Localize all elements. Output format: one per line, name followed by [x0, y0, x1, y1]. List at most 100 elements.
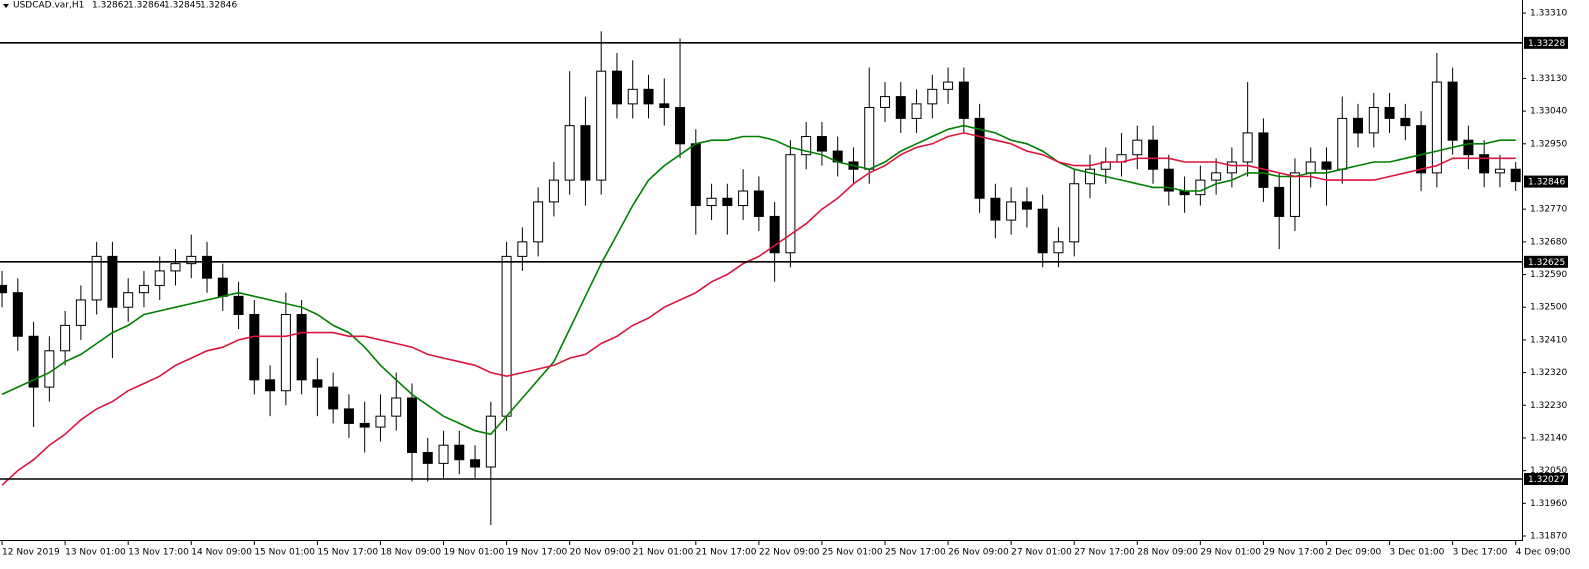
header-arrow [3, 4, 9, 8]
x-tick-label: 28 Nov 09:00 [1137, 548, 1198, 558]
x-tick-label: 19 Nov 17:00 [507, 548, 568, 558]
candle-body [1321, 161, 1332, 170]
candle-body [1510, 168, 1521, 183]
candle-body [753, 190, 764, 217]
header-low: 1.32845 [164, 1, 201, 11]
candle-body [501, 255, 512, 417]
candle-body [1416, 125, 1427, 174]
y-tick-label: 1.32050 [1530, 466, 1567, 476]
x-tick-label: 27 Nov 01:00 [1011, 548, 1072, 558]
candle-body [580, 125, 591, 181]
candle-body [438, 444, 449, 464]
candle-body [769, 215, 780, 254]
candle-body [895, 96, 906, 119]
candle-body [1211, 172, 1222, 181]
x-tick-label: 12 Nov 2019 [2, 548, 60, 558]
candle-body [880, 96, 891, 108]
x-tick-label: 2 Dec 09:00 [1326, 548, 1381, 558]
candle-body [1037, 208, 1048, 254]
candle-body [690, 143, 701, 207]
candle-body [659, 103, 670, 108]
header-close: 1.32846 [200, 1, 237, 11]
plot-area [0, 31, 1522, 526]
x-tick-label: 26 Nov 09:00 [948, 548, 1009, 558]
candle-body [123, 292, 134, 308]
candle-body [1242, 132, 1253, 163]
current-price-box [1524, 175, 1568, 188]
header-high: 1.32864 [128, 1, 165, 11]
candle-body [107, 255, 118, 308]
y-tick-label: 1.32140 [1530, 433, 1567, 443]
candle-body [1479, 154, 1490, 174]
candle-body [785, 154, 796, 254]
level-box [1524, 36, 1568, 49]
candle-body [44, 350, 55, 388]
symbol-title: USDCAD.var,H1 [13, 1, 84, 11]
x-tick-label: 3 Dec 01:00 [1390, 548, 1445, 558]
candle-body [1274, 186, 1285, 217]
y-tick-label: 1.33130 [1530, 74, 1567, 84]
candle-body [611, 70, 622, 105]
y-tick-label: 1.31870 [1530, 532, 1567, 542]
candle-body [990, 197, 1001, 221]
y-tick-label: 1.31960 [1530, 499, 1567, 509]
candle-body [343, 408, 354, 424]
y-tick-label: 1.32500 [1530, 303, 1567, 313]
candle-body [470, 459, 481, 468]
candle-body [60, 324, 71, 352]
x-tick-label: 13 Nov 01:00 [65, 548, 126, 558]
ma-line [1, 124, 1516, 436]
x-tick-label: 18 Nov 09:00 [380, 548, 441, 558]
y-tick-label: 1.32590 [1530, 270, 1567, 280]
candle-body [548, 179, 559, 203]
candle-body [454, 444, 465, 461]
candle-body [170, 263, 181, 272]
x-tick-label: 4 Dec 09:00 [1516, 548, 1571, 558]
candle-body [186, 255, 197, 265]
y-tick-label: 1.33040 [1530, 107, 1567, 117]
candle-body [564, 125, 575, 181]
candle-body [406, 397, 417, 453]
candle-body [1447, 81, 1458, 141]
header-open: 1.32862 [92, 1, 129, 11]
candle-body [28, 335, 39, 388]
candle-body [249, 313, 260, 381]
candle-body [280, 313, 291, 392]
x-tick-label: 29 Nov 01:00 [1200, 548, 1261, 558]
candle-body [706, 197, 717, 207]
candle-body [1400, 117, 1411, 127]
x-tick-label: 29 Nov 17:00 [1263, 548, 1324, 558]
candle-body [138, 284, 149, 294]
candle-body [533, 201, 544, 243]
candle-body [1006, 201, 1017, 221]
level-label: 1.32625 [1528, 258, 1565, 268]
candle-body [1258, 132, 1269, 188]
candle-body [312, 379, 323, 388]
candle-body [1494, 168, 1505, 174]
candle-body [485, 415, 496, 468]
x-tick-label: 20 Nov 09:00 [570, 548, 631, 558]
candle-body [154, 270, 165, 286]
candle-body [517, 241, 528, 257]
candle-body [943, 81, 954, 90]
candle-body [1353, 117, 1364, 134]
candle-body [1163, 168, 1174, 192]
candle-body [974, 117, 985, 199]
candle-body [1053, 241, 1064, 254]
candle-body [265, 379, 276, 392]
candle-body [1226, 161, 1237, 174]
y-tick-label: 1.32680 [1530, 237, 1567, 247]
candle-body [722, 197, 733, 207]
x-tick-label: 15 Nov 17:00 [317, 548, 378, 558]
candle-body [1368, 106, 1379, 134]
level-label: 1.32027 [1528, 475, 1565, 485]
ma-line [1, 132, 1516, 486]
x-tick-label: 25 Nov 17:00 [885, 548, 946, 558]
candle-body [1289, 172, 1300, 217]
candle-body [233, 295, 244, 315]
candle-body [1384, 106, 1395, 119]
candle-body [911, 103, 922, 119]
candle-body [801, 136, 812, 156]
